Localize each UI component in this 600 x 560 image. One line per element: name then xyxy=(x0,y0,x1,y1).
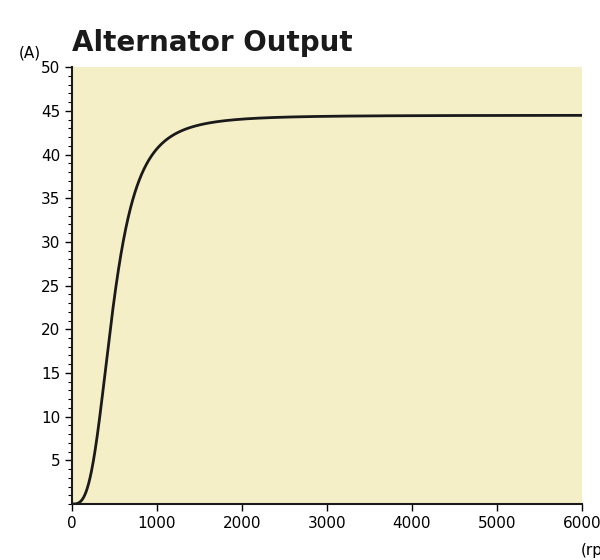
Text: Alternator Output: Alternator Output xyxy=(72,29,353,57)
Text: (rpm): (rpm) xyxy=(581,543,600,558)
Text: (A): (A) xyxy=(19,45,41,60)
